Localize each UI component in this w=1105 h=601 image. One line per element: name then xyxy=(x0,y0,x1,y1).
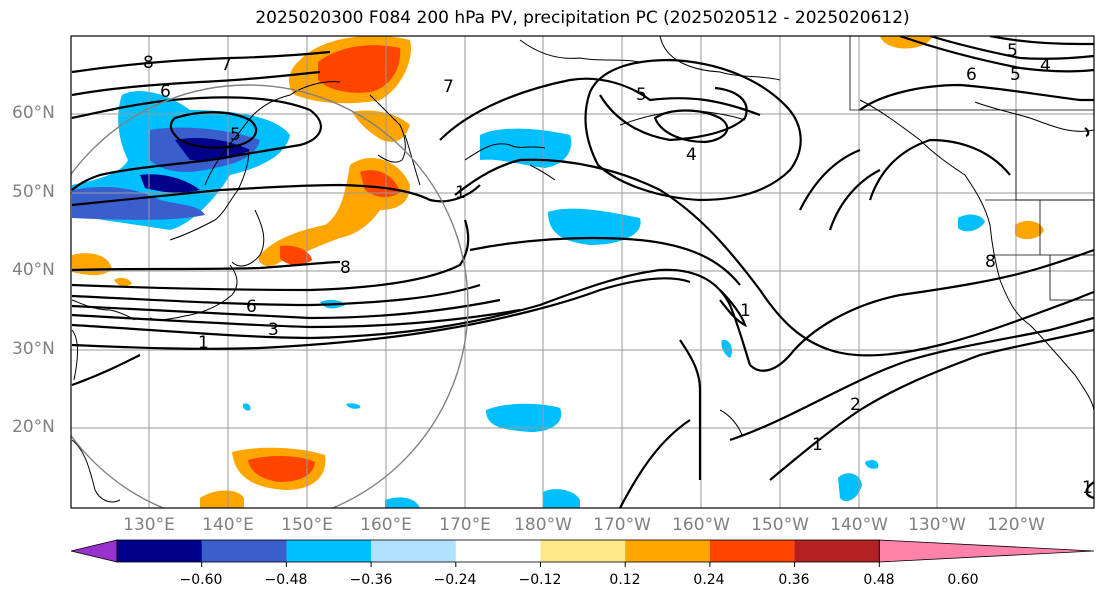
contour-label: 7 xyxy=(221,55,232,75)
contour-label: 5 xyxy=(1007,41,1018,61)
colorbar-extend-max xyxy=(878,539,1095,563)
lon-label: 130°W xyxy=(908,515,966,535)
contour-label: 1 xyxy=(740,301,751,321)
colorbar-segment xyxy=(117,540,203,562)
range-circle xyxy=(71,84,469,508)
contour-label: 1 xyxy=(455,183,466,203)
lon-label: 150°E xyxy=(281,515,333,535)
contour-label: 1 xyxy=(1082,478,1093,498)
colorbar-segment xyxy=(794,540,880,562)
contour-labels: 8 7 6 5 7 5 4 1 8 6 3 1 1 2 1 6 5 4 5 8 … xyxy=(143,41,1093,498)
colorbar-segment xyxy=(286,540,372,562)
contour-label: 1 xyxy=(812,435,823,455)
lon-label: 170°E xyxy=(439,515,491,535)
contour-label: 5 xyxy=(230,125,241,145)
colorbar-tick-label: 0.36 xyxy=(778,572,810,588)
lat-label: 60°N xyxy=(12,103,55,123)
lon-label: 140°E xyxy=(202,515,254,535)
lat-label: 50°N xyxy=(12,182,55,202)
contour-label: 5 xyxy=(636,85,647,105)
contour-label: 5 xyxy=(1010,65,1021,85)
precip-positive-shading xyxy=(72,36,1044,508)
precip-negative-shading xyxy=(72,90,985,508)
lon-label: 120°W xyxy=(987,515,1045,535)
contour-label: 8 xyxy=(985,252,996,272)
contour-label: 4 xyxy=(1040,56,1051,76)
lon-label: 130°E xyxy=(123,515,175,535)
colorbar-segment xyxy=(201,540,287,562)
lon-label: 150°W xyxy=(751,515,809,535)
colorbar-tick-label: 0.24 xyxy=(693,572,725,588)
colorbar-tick-label: −0.24 xyxy=(433,572,477,588)
contour-label: 8 xyxy=(340,258,351,278)
contour-label: 6 xyxy=(160,82,171,102)
contour-label: 2 xyxy=(850,395,861,415)
contour-label: 1 xyxy=(198,333,209,353)
lat-label: 30°N xyxy=(12,339,55,359)
colorbar-tick-label: 0.48 xyxy=(863,572,895,588)
lon-label: 160°E xyxy=(360,515,412,535)
contour-label: 4 xyxy=(686,145,697,165)
colorbar-tick-label: −0.60 xyxy=(179,572,223,588)
colorbar-segment xyxy=(371,540,457,562)
pv-contours xyxy=(71,36,1094,508)
colorbar-outline xyxy=(116,539,880,563)
colorbar-tick-label: −0.12 xyxy=(518,572,562,588)
lat-label: 20°N xyxy=(12,417,55,437)
contour-label: 6 xyxy=(966,65,977,85)
map-title: 2025020300 F084 200 hPa PV, precipitatio… xyxy=(255,8,910,28)
lat-label: 40°N xyxy=(12,260,55,280)
colorbar-segment xyxy=(455,540,541,562)
contour-label: 3 xyxy=(268,320,279,340)
lon-label: 160°W xyxy=(672,515,730,535)
lon-label: 180°W xyxy=(514,515,572,535)
contour-label: 8 xyxy=(143,53,154,73)
colorbar-segment xyxy=(625,540,711,562)
colorbar xyxy=(70,539,1095,567)
contour-label: 6 xyxy=(246,297,257,317)
colorbar-extend-min xyxy=(70,539,118,563)
coastlines xyxy=(71,36,1094,503)
colorbar-tick-label: 0.60 xyxy=(947,572,979,588)
political-borders xyxy=(849,36,1094,301)
colorbar-tick-label: 0.12 xyxy=(609,572,641,588)
lon-label: 140°W xyxy=(830,515,888,535)
colorbar-tick-label: −0.48 xyxy=(264,572,308,588)
colorbar-segment xyxy=(709,540,796,562)
map-frame xyxy=(70,35,1095,509)
contour-label: 7 xyxy=(443,77,454,97)
lon-label: 170°W xyxy=(593,515,651,535)
graticule xyxy=(71,36,1094,508)
colorbar-tick-label: −0.36 xyxy=(349,572,393,588)
colorbar-segment xyxy=(540,540,626,562)
